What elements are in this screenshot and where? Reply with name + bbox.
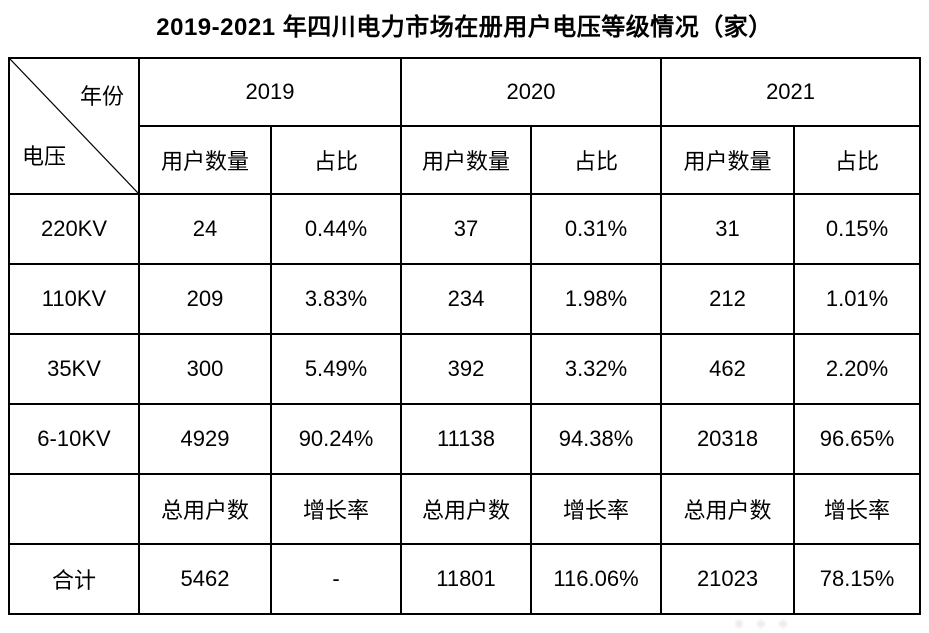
cell-110kv-2020-share: 1.98% bbox=[530, 263, 663, 335]
cell-110kv-2019-users: 209 bbox=[138, 263, 272, 335]
cell-6-10kv-2020-users: 11138 bbox=[400, 403, 533, 475]
year-header-2020: 2020 bbox=[400, 57, 663, 127]
col-header-share-2021: 占比 bbox=[793, 125, 922, 195]
faint-watermark bbox=[735, 615, 905, 628]
cell-220kv-2019-share: 0.44% bbox=[269, 193, 403, 265]
total-row-label: 合计 bbox=[8, 543, 140, 615]
cell-35kv-2019-users: 300 bbox=[138, 333, 272, 405]
row-label-35kv: 35KV bbox=[8, 333, 140, 405]
cell-35kv-2019-share: 5.49% bbox=[269, 333, 403, 405]
cell-110kv-2020-users: 234 bbox=[400, 263, 533, 335]
col-header-users-2019: 用户数量 bbox=[138, 125, 272, 195]
cell-total-2020-users: 11801 bbox=[400, 543, 533, 615]
diagonal-divider bbox=[10, 59, 138, 193]
cell-6-10kv-2021-users: 20318 bbox=[660, 403, 796, 475]
cell-total-2020-growth: 116.06% bbox=[530, 543, 663, 615]
cell-6-10kv-2019-users: 4929 bbox=[138, 403, 272, 475]
cell-220kv-2021-users: 31 bbox=[660, 193, 796, 265]
summary-header-users-2020: 总用户数 bbox=[400, 473, 533, 545]
summary-header-growth-2019: 增长率 bbox=[269, 473, 403, 545]
cell-220kv-2020-share: 0.31% bbox=[530, 193, 663, 265]
cell-110kv-2021-share: 1.01% bbox=[793, 263, 922, 335]
year-header-2019: 2019 bbox=[137, 57, 403, 127]
cell-total-2021-users: 21023 bbox=[660, 543, 796, 615]
cell-110kv-2019-share: 3.83% bbox=[269, 263, 403, 335]
col-header-share-2020: 占比 bbox=[530, 125, 663, 195]
cell-220kv-2021-share: 0.15% bbox=[793, 193, 922, 265]
cell-35kv-2021-users: 462 bbox=[660, 333, 796, 405]
summary-header-row: 总用户数 增长率 总用户数 增长率 总用户数 增长率 bbox=[8, 473, 922, 545]
corner-year-label: 年份 bbox=[79, 84, 124, 109]
cell-35kv-2020-share: 3.32% bbox=[530, 333, 663, 405]
cell-total-2021-growth: 78.15% bbox=[793, 543, 922, 615]
col-header-share-2019: 占比 bbox=[269, 125, 403, 195]
cell-35kv-2020-users: 392 bbox=[400, 333, 533, 405]
cell-6-10kv-2020-share: 94.38% bbox=[530, 403, 663, 475]
cell-6-10kv-2019-share: 90.24% bbox=[269, 403, 403, 475]
table-row-220kv: 220KV 24 0.44% 37 0.31% 31 0.15% bbox=[8, 193, 922, 265]
header-row-metrics: 用户数量 占比 用户数量 占比 用户数量 占比 bbox=[9, 125, 922, 195]
table-row-110kv: 110KV 209 3.83% 234 1.98% 212 1.01% bbox=[8, 263, 922, 335]
table-row-6-10kv: 6-10KV 4929 90.24% 11138 94.38% 20318 96… bbox=[8, 403, 922, 475]
row-label-6-10kv: 6-10KV bbox=[8, 403, 140, 475]
summary-header-growth-2020: 增长率 bbox=[530, 473, 663, 545]
cell-total-2019-users: 5462 bbox=[138, 543, 272, 615]
summary-header-users-2019: 总用户数 bbox=[138, 473, 272, 545]
cell-6-10kv-2021-share: 96.65% bbox=[793, 403, 922, 475]
header-row-years: 年份 电压 2019 2020 2021 bbox=[8, 57, 922, 195]
year-header-2021: 2021 bbox=[660, 57, 922, 127]
col-header-users-2021: 用户数量 bbox=[660, 125, 796, 195]
total-row: 合计 5462 - 11801 116.06% 21023 78.15% bbox=[8, 543, 922, 615]
cell-total-2019-growth: - bbox=[269, 543, 403, 615]
col-header-users-2020: 用户数量 bbox=[400, 125, 533, 195]
corner-voltage-label: 电压 bbox=[22, 144, 67, 169]
voltage-level-table: 年份 电压 2019 2020 2021 用户数量 占比 用户数量 占比 用户数… bbox=[8, 57, 922, 615]
summary-header-users-2021: 总用户数 bbox=[660, 473, 796, 545]
page-title: 2019-2021 年四川电力市场在册用户电压等级情况（家） bbox=[156, 14, 773, 41]
table-row-35kv: 35KV 300 5.49% 392 3.32% 462 2.20% bbox=[8, 333, 922, 405]
summary-empty-cell bbox=[8, 473, 140, 545]
row-label-110kv: 110KV bbox=[8, 263, 140, 335]
cell-220kv-2019-users: 24 bbox=[138, 193, 272, 265]
cell-220kv-2020-users: 37 bbox=[400, 193, 533, 265]
summary-header-growth-2021: 增长率 bbox=[793, 473, 922, 545]
row-label-220kv: 220KV bbox=[8, 193, 140, 265]
cell-35kv-2021-share: 2.20% bbox=[793, 333, 922, 405]
corner-header-cell: 年份 电压 bbox=[8, 57, 140, 195]
cell-110kv-2021-users: 212 bbox=[660, 263, 796, 335]
